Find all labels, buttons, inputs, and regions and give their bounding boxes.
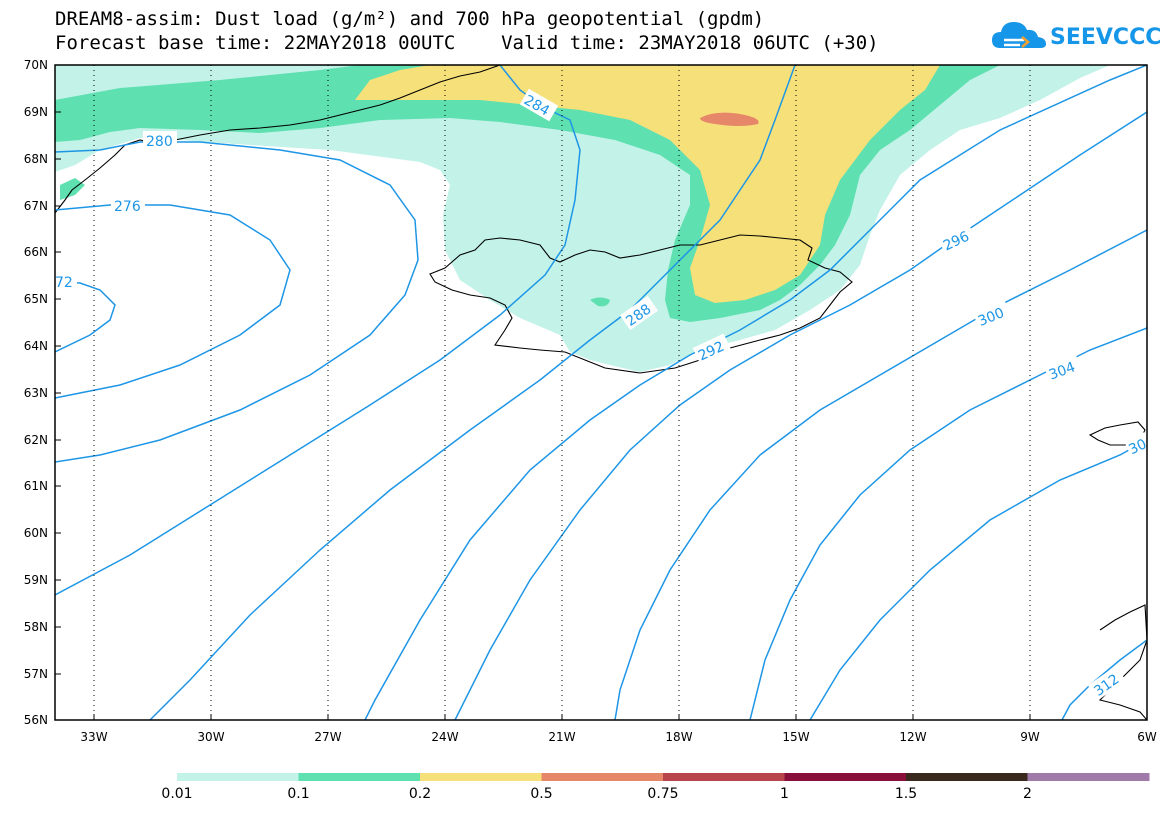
colorbar-label: 0.75 (647, 786, 678, 802)
lon-label: 24W (431, 730, 458, 744)
logo-text: SEEVCCC (1050, 25, 1162, 50)
contour-296 (454, 111, 1147, 720)
contour-276 (55, 204, 291, 399)
colorbar-swatch (177, 773, 299, 781)
colorbar-swatch (663, 773, 785, 781)
lat-label: 62N (24, 433, 48, 447)
lat-label: 59N (24, 573, 48, 587)
dust-region-high (355, 65, 940, 303)
scotland-coastline (1098, 604, 1148, 721)
colorbar-label: 0.2 (409, 786, 431, 802)
dust-region-peak (700, 112, 759, 126)
contour-304 (749, 327, 1147, 720)
contour-label: 72 (55, 275, 73, 291)
lat-labels: 70N 69N 68N 67N 66N 65N 64N 63N 62N 61N … (24, 58, 48, 727)
lon-label: 21W (548, 730, 575, 744)
contour-300 (614, 229, 1147, 720)
greenland-coastline (54, 64, 501, 214)
lat-label: 69N (24, 105, 48, 119)
lat-label: 57N (24, 667, 48, 681)
contour-288 (149, 65, 796, 720)
lon-label: 30W (197, 730, 224, 744)
lat-label: 67N (24, 199, 48, 213)
contour-label: 30 (1126, 436, 1149, 458)
cloud-icon (992, 22, 1046, 48)
lon-label: 9W (1020, 730, 1040, 744)
colorbar-swatch (420, 773, 542, 781)
lon-label: 15W (782, 730, 809, 744)
map-title: DREAM8-assim: Dust load (g/m²) and 700 h… (55, 8, 765, 30)
colorbar-label: 0.5 (530, 786, 552, 802)
colorbar-label: 0.1 (287, 786, 309, 802)
lat-label: 63N (24, 386, 48, 400)
contour-280 (55, 141, 419, 463)
contour-label: 300 (976, 305, 1007, 330)
colorbar-label: 0.01 (161, 786, 192, 802)
lon-label: 6W (1137, 730, 1157, 744)
lat-label: 60N (24, 526, 48, 540)
lat-label: 70N (24, 58, 48, 72)
colorbar-label: 2 (1023, 786, 1032, 802)
lon-labels: 33W 30W 27W 24W 21W 18W 15W 12W 9W 6W (80, 730, 1156, 744)
lat-label: 65N (24, 292, 48, 306)
lat-label: 56N (24, 713, 48, 727)
contour-308 (809, 439, 1147, 720)
colorbar-swatch (784, 773, 907, 781)
lat-label: 66N (24, 245, 48, 259)
colorbar-swatch (1027, 773, 1150, 781)
axis-ticks (55, 64, 1031, 721)
map-subtitle: Forecast base time: 22MAY2018 00UTC Vali… (55, 32, 879, 54)
lon-label: 12W (899, 730, 926, 744)
contour-272 (55, 281, 116, 353)
colorbar-swatch (541, 773, 664, 781)
dust-patch (590, 297, 610, 307)
colorbar: 0.01 0.1 0.2 0.5 0.75 1 1.5 2 (161, 773, 1150, 802)
contour-label: 304 (1047, 359, 1078, 383)
lat-label: 68N (24, 152, 48, 166)
colorbar-label: 1.5 (895, 786, 917, 802)
colorbar-swatch (906, 773, 1028, 781)
colorbar-swatch (298, 773, 421, 781)
contour-label: 276 (114, 199, 141, 215)
lat-label: 64N (24, 339, 48, 353)
lon-label: 18W (665, 730, 692, 744)
lon-label: 33W (80, 730, 107, 744)
colorbar-label: 1 (780, 786, 789, 802)
gridlines (93, 65, 1031, 720)
lon-label: 27W (314, 730, 341, 744)
lat-label: 61N (24, 479, 48, 493)
contour-label: 280 (146, 134, 173, 150)
lat-label: 58N (24, 620, 48, 634)
